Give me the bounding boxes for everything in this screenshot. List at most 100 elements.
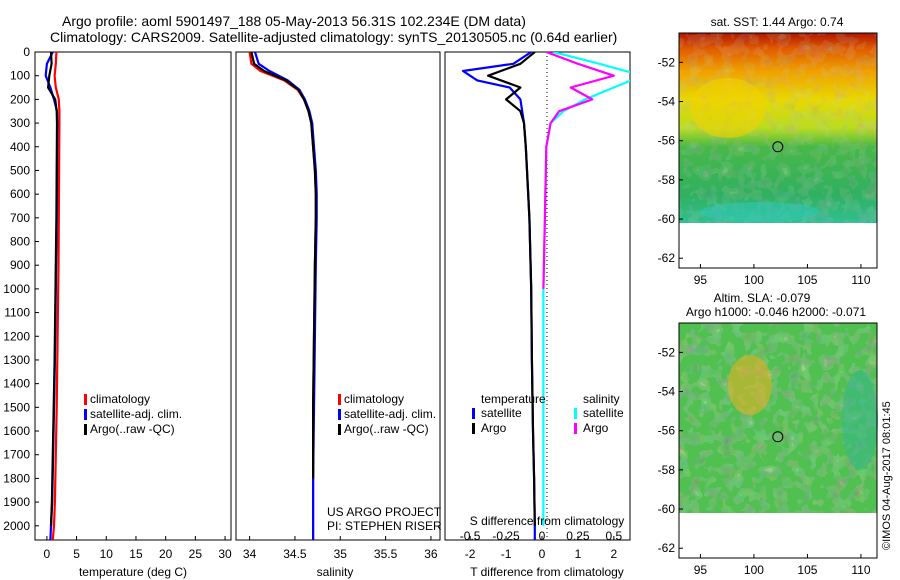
y-tick-label: 1500	[3, 400, 30, 414]
x-tick-label: 35.5	[374, 547, 398, 561]
y-tick-label: 900	[10, 258, 30, 272]
x-tick-label: -2	[465, 547, 476, 561]
climatology-line	[51, 52, 61, 540]
salinity-legend: climatology satellite-adj. clim. Argo(..…	[338, 392, 436, 436]
x-tick-label: 25	[189, 547, 203, 561]
lat-tick-label: -52	[658, 55, 676, 69]
lat-tick-label: -60	[658, 212, 676, 226]
lat-tick-label: -56	[658, 424, 676, 438]
difference-panel: -2 -1 0 1 2 S difference from climatology -0…	[444, 51, 631, 579]
legend-label-argo: Argo(..raw -QC)	[344, 422, 429, 436]
lat-tick-label: -62	[658, 251, 676, 265]
legend-header-temperature: temperature	[481, 392, 546, 406]
lon-tick-label: 110	[851, 273, 870, 287]
salinity-panel: 34 34.5 35 35.5 36 salinity climatology sate…	[235, 51, 442, 579]
y-tick-label: 1200	[3, 329, 30, 343]
x-tick-label: 20	[159, 547, 173, 561]
sla-high-patch	[728, 355, 772, 415]
legend-label-climatology: climatology	[90, 392, 150, 406]
project-annotation: US ARGO PROJECT	[327, 505, 442, 519]
y-tick-label: 1400	[3, 377, 30, 391]
y-tick-label: 1700	[3, 448, 30, 462]
difference-legend: temperature salinity satellite Argo sate…	[472, 392, 624, 435]
s-tick-label: 0.5	[605, 529, 622, 543]
x-tick-label: 34	[243, 547, 257, 561]
legend-swatch-climatology	[338, 394, 341, 405]
lat-tick-label: -58	[658, 463, 676, 477]
salinity-xlabel: salinity	[317, 565, 354, 579]
s-tick-label: -0.5	[460, 529, 481, 543]
legend-swatch-s-satellite	[574, 408, 577, 419]
s-tick-label: 0.25	[566, 529, 590, 543]
x-tick-label: -1	[501, 547, 512, 561]
legend-swatch-satellite	[338, 409, 341, 420]
lon-tick-label: 100	[744, 563, 764, 577]
legend-swatch-t-satellite	[472, 408, 475, 419]
s-tick-label: -0.25	[492, 529, 520, 543]
y-tick-label: 1300	[3, 353, 30, 367]
lon-tick-label: 105	[797, 563, 817, 577]
legend-label-argo: Argo(..raw -QC)	[90, 422, 175, 436]
sst-map-panel: sat. SST: 1.44 Argo: 0.74 -52 -54 -56 -58 -6…	[658, 15, 878, 287]
lat-tick-label: -56	[658, 134, 676, 148]
sla-low-patch	[842, 370, 878, 470]
temperature-legend: climatology satellite-adj. clim. Argo(..…	[84, 392, 182, 436]
x-tick-label: 35	[334, 547, 348, 561]
lon-tick-label: 95	[694, 273, 708, 287]
x-tick-label: 34.5	[283, 547, 307, 561]
legend-label-satellite: satellite-adj. clim.	[344, 407, 436, 421]
y-tick-label: 600	[10, 187, 30, 201]
sst-map-frame	[678, 32, 878, 269]
lat-tick-label: -58	[658, 173, 676, 187]
s-argo-line	[542, 52, 615, 289]
y-tick-label: 2000	[3, 519, 30, 533]
lon-tick-label: 105	[797, 273, 817, 287]
lat-tick-label: -60	[658, 502, 676, 516]
x-tick-label: 36	[424, 547, 438, 561]
header-line1: Argo profile: aoml 5901497_188 05-May-20…	[62, 13, 526, 29]
legend-label-climatology: climatology	[344, 392, 404, 406]
x-tick-label: 15	[129, 547, 143, 561]
temperature-plot-frame	[34, 51, 232, 541]
temperature-panel: 0100200300400500600700800900100011001200…	[3, 45, 232, 579]
y-tick-label: 200	[10, 92, 30, 106]
legend-swatch-t-argo	[472, 423, 475, 434]
sst-cold-patch	[700, 202, 820, 222]
lat-tick-label: -54	[658, 95, 676, 109]
legend-swatch-argo	[84, 424, 87, 435]
lat-tick-label: -52	[658, 345, 676, 359]
y-tick-label: 400	[10, 140, 30, 154]
sla-map-title: Altim. SLA: -0.079	[714, 291, 811, 305]
temperature-xlabel: temperature (deg C)	[79, 565, 187, 579]
s-difference-label: S difference from climatology	[470, 514, 625, 528]
y-tick-label: 300	[10, 116, 30, 130]
argo-line	[250, 52, 317, 479]
sst-map-title: sat. SST: 1.44 Argo: 0.74	[711, 15, 844, 29]
lon-tick-label: 100	[744, 273, 764, 287]
y-tick-label: 1100	[4, 306, 30, 320]
sla-map-frame	[678, 322, 878, 559]
imos-timestamp: ©IMOS 04-Aug-2017 08:01:45	[881, 401, 893, 550]
pi-annotation: PI: STEPHEN RISER	[327, 519, 442, 533]
legend-label-s-argo: Argo	[583, 421, 609, 435]
x-tick-label: 2	[610, 547, 617, 561]
sla-map-subtitle: Argo h1000: -0.046 h2000: -0.071	[686, 305, 866, 319]
y-tick-label: 700	[10, 211, 30, 225]
y-tick-label: 1800	[3, 471, 30, 485]
x-tick-label: 5	[73, 547, 80, 561]
lon-tick-label: 95	[694, 563, 708, 577]
x-tick-label: 0	[539, 547, 546, 561]
lat-tick-label: -62	[658, 541, 676, 555]
argo-line	[46, 52, 59, 526]
legend-label-s-satellite: satellite	[583, 406, 624, 420]
y-tick-label: 500	[10, 163, 30, 177]
legend-header-salinity: salinity	[583, 392, 620, 406]
difference-plot-frame	[444, 51, 631, 541]
argo-position-marker	[772, 431, 784, 443]
y-tick-label: 1000	[3, 282, 30, 296]
legend-swatch-climatology	[84, 394, 87, 405]
header-line2: Climatology: CARS2009. Satellite-adjuste…	[50, 29, 617, 45]
legend-swatch-s-argo	[574, 423, 577, 434]
legend-swatch-argo	[338, 424, 341, 435]
t-difference-label: T difference from climatology	[470, 565, 624, 579]
